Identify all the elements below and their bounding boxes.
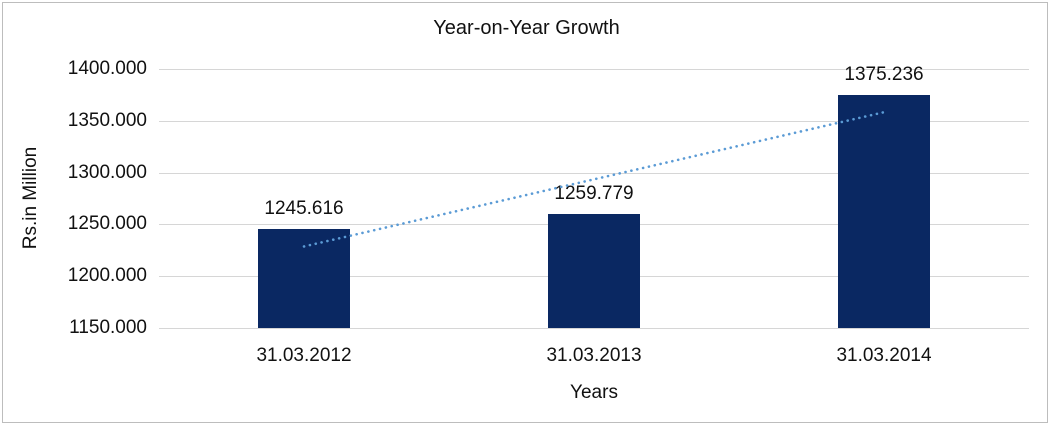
y-gridline [159, 69, 1029, 70]
x-tick-label: 31.03.2014 [836, 345, 932, 366]
data-label: 1259.779 [554, 183, 634, 205]
bar-31.03.2014 [838, 94, 930, 328]
y-gridline [159, 328, 1029, 329]
y-tick-label: 1150.000 [69, 317, 147, 338]
bar-31.03.2012 [258, 228, 350, 328]
data-label: 1245.616 [264, 197, 344, 219]
y-tick-label: 1200.000 [67, 265, 147, 287]
data-label: 1375.236 [844, 63, 924, 85]
x-tick-label: 31.03.2012 [256, 345, 352, 366]
bar-31.03.2013 [548, 214, 640, 328]
chart-title: Year-on-Year Growth [433, 17, 620, 39]
y-tick-label: 1400.000 [67, 58, 147, 79]
x-tick-label: 31.03.2013 [546, 345, 642, 366]
y-tick-label: 1350.000 [67, 109, 147, 131]
y-tick-label: 1300.000 [67, 161, 147, 183]
y-tick-label: 1250.000 [67, 213, 147, 235]
x-axis-title: Years [570, 382, 618, 403]
